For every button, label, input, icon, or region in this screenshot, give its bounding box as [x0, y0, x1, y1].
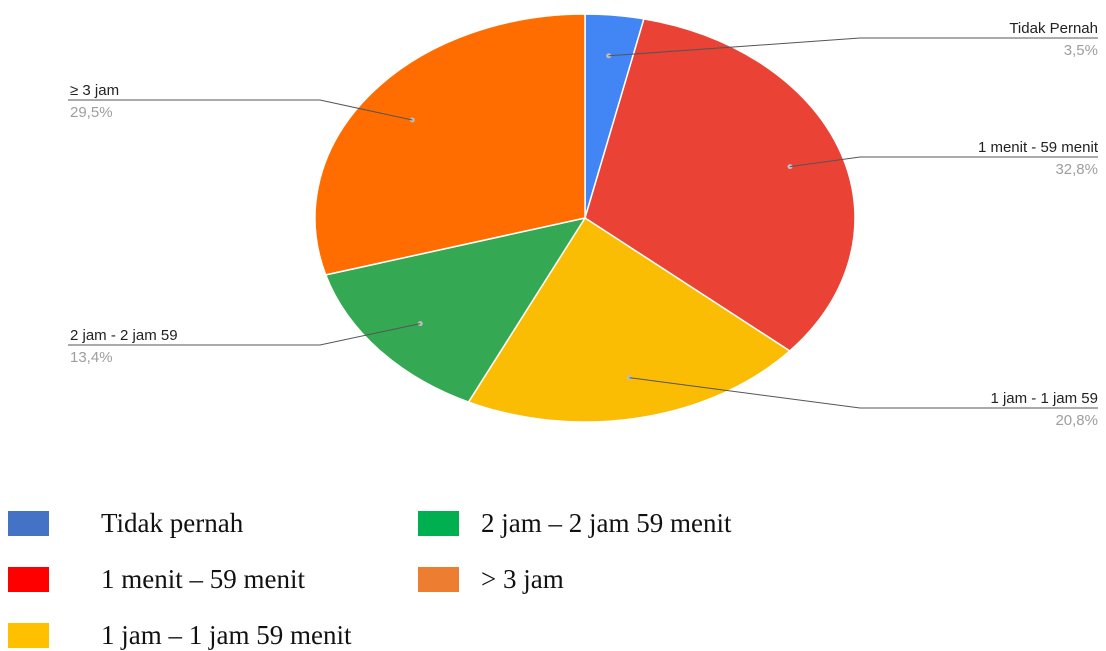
legend-label-3-jam: > 3 jam [481, 564, 564, 594]
legend-swatch-1-menit [8, 567, 49, 592]
leader-line [68, 99, 413, 121]
legend-label-1-menit: 1 menit – 59 menit [101, 564, 305, 594]
pie-slice-3-jam [314, 13, 586, 276]
legend-item-2-jam: 2 jam – 2 jam 59 menit [418, 508, 731, 539]
pie-slice-1-menit-59-menit [584, 18, 856, 352]
legend-label-tidak-pernah: Tidak pernah [101, 508, 244, 538]
legend-item-tidak-pernah: Tidak pernah [8, 508, 243, 539]
slice-label-1-menit-59-menit: 1 menit - 59 menit [978, 139, 1099, 156]
leader-line [608, 37, 1098, 57]
legend-swatch-1-jam [8, 623, 49, 648]
slice-value-1-menit-59-menit: 32,8% [1055, 161, 1098, 178]
slice-label-3-jam: ≥ 3 jam [70, 82, 119, 99]
legend-item-1-jam: 1 jam – 1 jam 59 menit [8, 620, 351, 651]
legend-label-1-jam: 1 jam – 1 jam 59 menit [101, 620, 352, 650]
slice-value-3-jam: 29,5% [70, 104, 113, 121]
pie-slice-1-jam-1-jam-59 [467, 216, 791, 423]
leader-line [68, 323, 421, 346]
legend-item-3-jam: > 3 jam [418, 564, 564, 595]
pie-chart: Tidak Pernah 3,5% 1 menit - 59 menit 32,8% 1… [68, 13, 1099, 429]
slice-value-tidak-pernah: 3,5% [1064, 42, 1098, 59]
legend-swatch-3-jam [418, 567, 459, 592]
legend-swatch-tidak-pernah [8, 511, 49, 536]
slice-label-tidak-pernah: Tidak Pernah [1009, 20, 1098, 37]
slice-value-1-jam-1-jam-59: 20,8% [1055, 412, 1098, 429]
legend-swatch-2-jam [418, 511, 459, 536]
leader-line [629, 377, 1098, 409]
slice-label-1-jam-1-jam-59: 1 jam - 1 jam 59 [990, 390, 1098, 407]
slice-value-2-jam-2-jam-59: 13,4% [70, 349, 113, 366]
pie-slice-2-jam-2-jam-59 [324, 216, 587, 403]
leader-line [789, 156, 1098, 168]
legend: Tidak pernah 1 menit – 59 menit 1 jam – … [0, 440, 1106, 651]
legend-item-1-menit: 1 menit – 59 menit [8, 564, 305, 595]
slice-callouts: Tidak Pernah 3,5% 1 menit - 59 menit 32,8% 1… [68, 20, 1099, 429]
pie-slices [314, 13, 856, 423]
slice-label-2-jam-2-jam-59: 2 jam - 2 jam 59 [70, 327, 178, 344]
legend-label-2-jam: 2 jam – 2 jam 59 menit [481, 508, 732, 538]
